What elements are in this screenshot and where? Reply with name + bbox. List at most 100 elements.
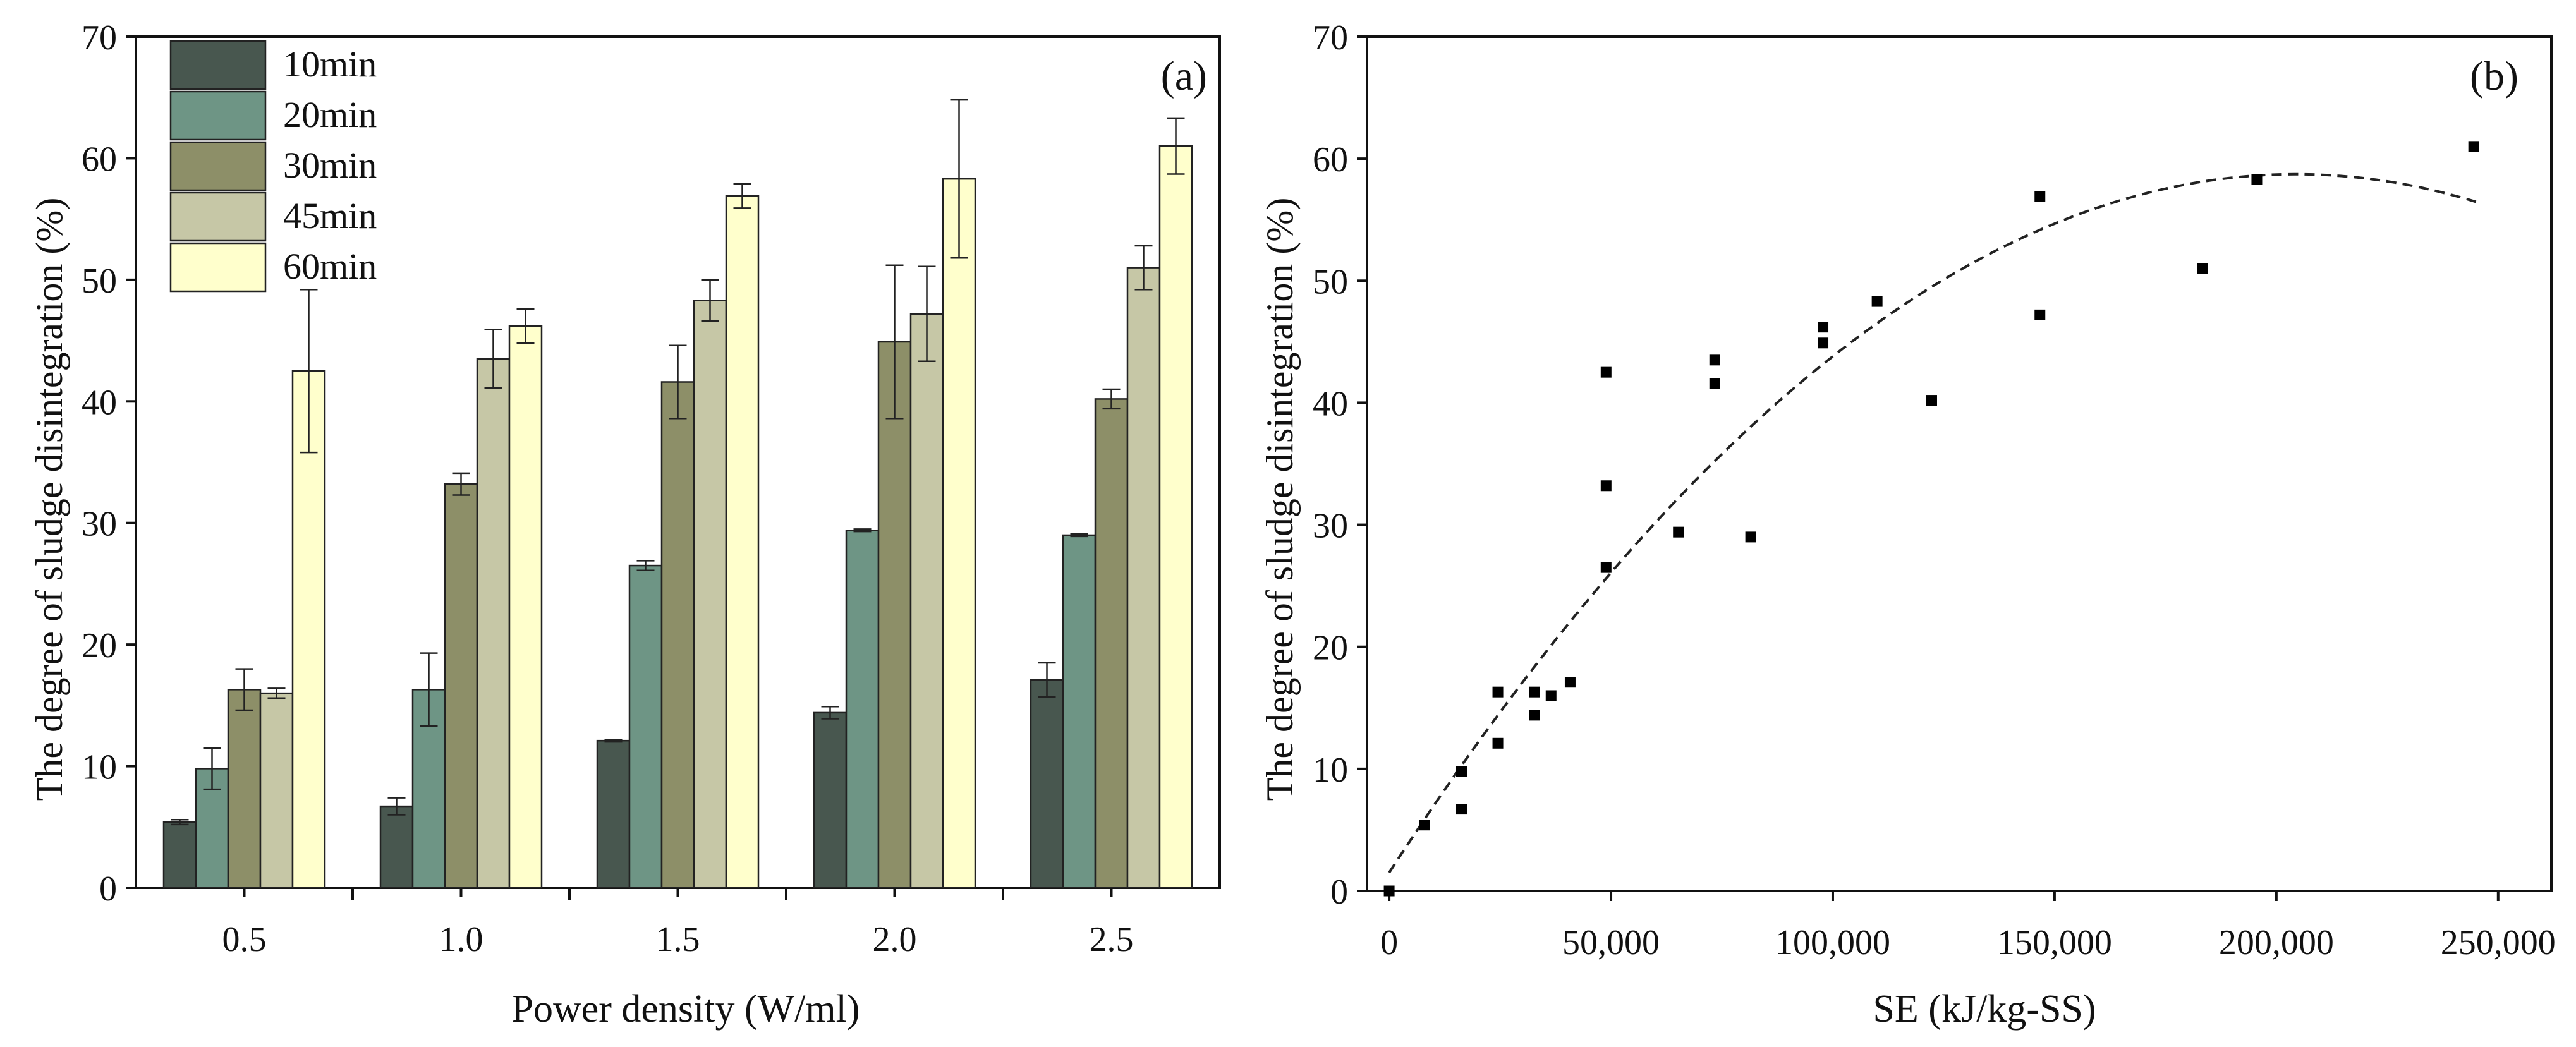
scatter-point	[1455, 766, 1467, 777]
bar-20min-2.5	[1062, 534, 1097, 889]
panel-a-y-tick-label: 10	[82, 748, 117, 787]
scatter-point	[1529, 710, 1540, 721]
legend-swatch-30min	[169, 141, 267, 191]
scatter-point	[1926, 395, 1937, 406]
panel-a-y-tick-label: 20	[82, 626, 117, 665]
panel-a-bar-chart: 0 10 20 30 40 50 60 70 0.5 1.0 1.5 2.0 2.5 10min 20mi…	[28, 18, 1221, 1031]
panel-b-x-tick-label: 250,000	[2441, 923, 2556, 962]
bar-30min-2.0	[877, 341, 912, 889]
legend-label-45min: 45min	[283, 195, 377, 236]
panel-b-x-tick-label: 100,000	[1775, 923, 1890, 962]
panel-b-y-tick-label: 70	[1313, 18, 1348, 57]
panel-a-x-tick-label: 0.5	[222, 920, 267, 959]
panel-b-fit-curve	[1388, 172, 2477, 874]
panel-b-axes	[1357, 35, 2553, 901]
panel-a-y-tick-label: 30	[82, 505, 117, 544]
scatter-point	[1383, 885, 1395, 897]
bar-30min-2.5	[1094, 398, 1129, 889]
bar-45min-2.5	[1126, 267, 1161, 889]
panel-a-tick-labels: 0 10 20 30 40 50 60 70 0.5 1.0 1.5 2.0 2.5	[82, 18, 1134, 959]
panel-a-legend: 10min 20min 30min 45min 60min	[169, 40, 377, 293]
scatter-point	[1818, 322, 1829, 333]
panel-a-x-tick-label: 2.5	[1090, 920, 1134, 959]
panel-a-x-axis-label: Power density (W/ml)	[511, 988, 860, 1031]
bar-45min-2.0	[909, 313, 944, 889]
panel-b-y-tick-label: 20	[1313, 629, 1348, 668]
panel-b-label: (b)	[2470, 53, 2518, 99]
panel-a-x-tick-label: 1.0	[439, 920, 483, 959]
panel-b-x-tick-label: 0	[1380, 923, 1398, 962]
bar-60min-0.5	[291, 370, 326, 889]
scatter-point	[1419, 820, 1430, 831]
bar-45min-1.0	[476, 358, 511, 889]
bar-10min-2.5	[1030, 679, 1064, 889]
scatter-point	[1545, 690, 1557, 701]
legend-label-60min: 60min	[283, 246, 377, 287]
panel-b-y-tick-label: 50	[1313, 262, 1348, 301]
bar-60min-2.5	[1158, 145, 1193, 889]
panel-b-scatter-chart: 0 10 20 30 40 50 60 70 0 50,000 100,000 150,000 200,…	[1259, 18, 2556, 1031]
fit-curve-dashed	[1388, 172, 2477, 874]
legend-swatch-60min	[169, 242, 267, 293]
legend-label-30min: 30min	[283, 145, 377, 186]
panel-b-points	[1383, 141, 2479, 897]
panel-b-y-axis-label: The degree of sludge disintegration (%)	[1259, 198, 1301, 801]
bar-60min-2.0	[942, 178, 976, 889]
scatter-point	[1871, 296, 1883, 307]
panel-a-y-tick-label: 0	[99, 869, 117, 909]
legend-swatch-10min	[169, 40, 267, 90]
panel-b-tick-labels: 0 10 20 30 40 50 60 70 0 50,000 100,000 150,000 200,…	[1313, 18, 2556, 962]
bar-30min-0.5	[227, 689, 262, 889]
panel-a-y-tick-label: 60	[82, 140, 117, 179]
panel-b-y-tick-label: 10	[1313, 751, 1348, 790]
bar-20min-2.0	[845, 530, 880, 889]
legend-label-10min: 10min	[283, 44, 377, 85]
panel-b-y-tick-label: 0	[1330, 873, 1348, 912]
scatter-point	[1564, 677, 1576, 688]
bar-10min-0.5	[162, 821, 197, 889]
panel-a-y-axis-label: The degree of sludge disintegration (%)	[28, 198, 70, 801]
panel-a-label: (a)	[1161, 53, 1207, 99]
panel-b-x-tick-label: 200,000	[2219, 923, 2334, 962]
panel-a-y-tick-label: 40	[82, 383, 117, 422]
scatter-point	[1455, 804, 1467, 815]
bar-10min-1.5	[596, 739, 631, 889]
scatter-point	[1529, 686, 1540, 698]
scatter-point	[1745, 531, 1756, 543]
scatter-point	[1600, 562, 1612, 573]
panel-b-x-axis-label: SE (kJ/kg-SS)	[1873, 988, 2096, 1031]
panel-b-y-tick-label: 40	[1313, 384, 1348, 423]
scatter-point	[1673, 526, 1684, 538]
scatter-point	[1709, 354, 1720, 366]
panel-b-y-tick-label: 30	[1313, 507, 1348, 546]
legend-swatch-45min	[169, 191, 267, 242]
scatter-point	[1818, 337, 1829, 349]
bar-45min-1.5	[693, 300, 727, 889]
panel-b-x-tick-label: 150,000	[1997, 923, 2112, 962]
bar-60min-1.5	[725, 195, 760, 889]
scatter-point	[1492, 686, 1504, 698]
scatter-point	[2197, 263, 2208, 274]
bar-20min-1.5	[628, 564, 663, 889]
scatter-point	[2034, 309, 2046, 320]
legend-swatch-20min	[169, 90, 267, 141]
scatter-point	[1600, 480, 1612, 492]
scatter-point	[2034, 191, 2046, 202]
bar-30min-1.5	[660, 381, 695, 889]
panel-a-x-tick-label: 2.0	[873, 920, 917, 959]
panel-b-frame	[1366, 35, 2553, 892]
bar-30min-1.0	[444, 483, 478, 889]
bar-60min-1.0	[508, 325, 543, 889]
legend-label-20min: 20min	[283, 94, 377, 135]
panel-a-x-tick-label: 1.5	[656, 920, 700, 959]
bar-10min-2.0	[813, 711, 848, 889]
scatter-point	[2468, 141, 2479, 152]
panel-a-y-tick-label: 50	[82, 262, 117, 301]
panel-a-bars	[162, 99, 1193, 889]
bar-10min-1.0	[379, 805, 414, 889]
panel-b-x-tick-label: 50,000	[1562, 923, 1660, 962]
panel-a-y-tick-label: 70	[82, 18, 117, 57]
scatter-point	[1600, 366, 1612, 378]
scatter-point	[2251, 174, 2263, 185]
